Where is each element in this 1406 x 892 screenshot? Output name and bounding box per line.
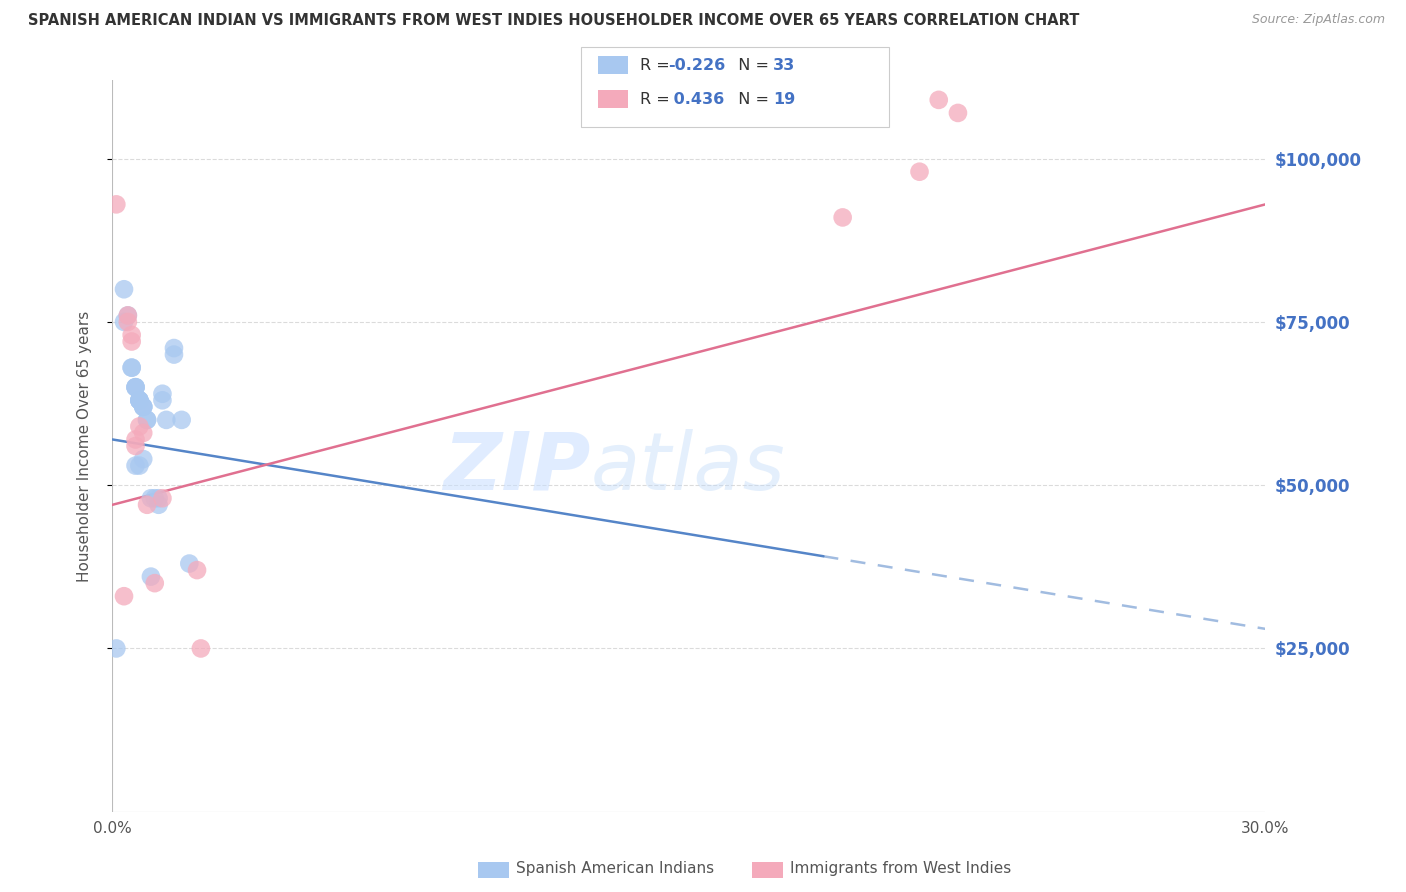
Text: atlas: atlas xyxy=(591,429,786,507)
Point xyxy=(831,211,853,225)
Point xyxy=(136,413,159,427)
Point xyxy=(908,164,931,178)
Text: 33: 33 xyxy=(773,58,796,72)
Text: 19: 19 xyxy=(773,92,796,106)
Point xyxy=(179,557,201,571)
Point xyxy=(121,360,143,375)
Point xyxy=(132,425,155,440)
Point xyxy=(163,348,186,362)
Point xyxy=(132,400,155,414)
Point xyxy=(132,400,155,414)
Point xyxy=(121,360,143,375)
Point xyxy=(117,309,139,323)
Point xyxy=(128,458,150,473)
Point xyxy=(163,341,186,355)
Text: Spanish American Indians: Spanish American Indians xyxy=(516,862,714,876)
Point xyxy=(128,393,150,408)
Point xyxy=(128,393,150,408)
Point xyxy=(105,197,128,211)
Point xyxy=(112,589,135,603)
Point xyxy=(139,491,162,506)
Point xyxy=(139,569,162,583)
Point xyxy=(148,491,170,506)
Text: 0.436: 0.436 xyxy=(668,92,724,106)
Point xyxy=(124,380,146,394)
Point xyxy=(128,419,150,434)
Text: ZIP: ZIP xyxy=(443,429,591,507)
Point xyxy=(143,576,166,591)
Point xyxy=(190,641,212,656)
Point xyxy=(124,380,146,394)
Y-axis label: Householder Income Over 65 years: Householder Income Over 65 years xyxy=(77,310,91,582)
Point xyxy=(128,393,150,408)
Text: Immigrants from West Indies: Immigrants from West Indies xyxy=(790,862,1011,876)
Point xyxy=(117,315,139,329)
Text: R =: R = xyxy=(640,58,675,72)
Text: SPANISH AMERICAN INDIAN VS IMMIGRANTS FROM WEST INDIES HOUSEHOLDER INCOME OVER 6: SPANISH AMERICAN INDIAN VS IMMIGRANTS FR… xyxy=(28,13,1080,29)
Point xyxy=(152,386,174,401)
Point xyxy=(121,328,143,343)
Point xyxy=(152,491,174,506)
Point xyxy=(136,498,159,512)
Point xyxy=(136,413,159,427)
Point xyxy=(121,334,143,349)
Point xyxy=(946,106,969,120)
Text: N =: N = xyxy=(728,92,775,106)
Point xyxy=(124,439,146,453)
Text: -0.226: -0.226 xyxy=(668,58,725,72)
Text: R =: R = xyxy=(640,92,675,106)
Point xyxy=(112,282,135,296)
Point xyxy=(152,393,174,408)
Point xyxy=(128,393,150,408)
Text: N =: N = xyxy=(728,58,775,72)
Point xyxy=(105,641,128,656)
Point xyxy=(124,433,146,447)
Point xyxy=(155,413,177,427)
Point xyxy=(112,315,135,329)
Point xyxy=(117,309,139,323)
Point xyxy=(928,93,950,107)
Point xyxy=(124,458,146,473)
Point xyxy=(124,380,146,394)
Text: Source: ZipAtlas.com: Source: ZipAtlas.com xyxy=(1251,13,1385,27)
Point xyxy=(170,413,193,427)
Point xyxy=(186,563,208,577)
Point xyxy=(132,400,155,414)
Point xyxy=(132,452,155,467)
Point xyxy=(148,498,170,512)
Point xyxy=(143,491,166,506)
